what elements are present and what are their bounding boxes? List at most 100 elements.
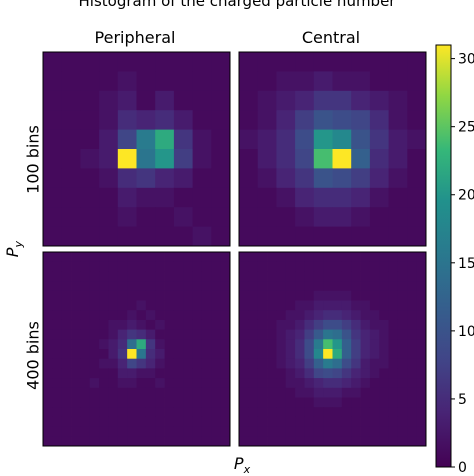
heatmap-cell bbox=[192, 426, 203, 437]
heatmap-cell bbox=[61, 52, 81, 72]
heatmap-cell bbox=[360, 407, 371, 418]
heatmap-cell bbox=[173, 226, 193, 247]
heatmap-cell bbox=[313, 71, 333, 92]
heatmap-cell bbox=[211, 281, 222, 292]
heatmap-cell bbox=[369, 368, 380, 379]
heatmap-cell bbox=[369, 300, 380, 311]
heatmap-cell bbox=[285, 358, 296, 369]
heatmap-cell bbox=[351, 358, 361, 369]
heatmap-cell bbox=[173, 90, 193, 111]
heatmap-cell bbox=[276, 378, 287, 389]
heatmap-cell bbox=[407, 261, 418, 272]
column-title-peripheral: Peripheral bbox=[94, 28, 176, 47]
heatmap-cell bbox=[248, 358, 259, 369]
heatmap-cell bbox=[379, 426, 389, 437]
colorbar-tick-label: 0 bbox=[458, 460, 467, 474]
heatmap-cell bbox=[323, 261, 333, 272]
heatmap-cell bbox=[295, 52, 315, 72]
heatmap-cell bbox=[360, 387, 371, 398]
heatmap-cell bbox=[416, 252, 427, 263]
heatmap-cell bbox=[295, 368, 305, 379]
heatmap-cell bbox=[52, 426, 63, 437]
colorbar-tick-label: 20 bbox=[458, 188, 474, 204]
heatmap-cell bbox=[71, 310, 81, 321]
heatmap-cell bbox=[388, 110, 408, 130]
heatmap-cell bbox=[173, 426, 184, 437]
heatmap-cell bbox=[145, 378, 156, 389]
heatmap-cell bbox=[71, 271, 81, 282]
heatmap-cell bbox=[61, 281, 72, 292]
heatmap-cell bbox=[71, 358, 81, 369]
heatmap-cell bbox=[61, 436, 72, 447]
heatmap-cell bbox=[285, 339, 296, 350]
heatmap-cell bbox=[211, 397, 222, 408]
heatmap-cell bbox=[155, 329, 165, 340]
heatmap-cell bbox=[99, 281, 109, 292]
heatmap-cell bbox=[239, 71, 259, 92]
heatmap-cell bbox=[173, 397, 184, 408]
heatmap-cell bbox=[52, 329, 63, 340]
heatmap-cell bbox=[248, 416, 259, 427]
heatmap-cell bbox=[43, 149, 63, 169]
heatmap-cell bbox=[360, 319, 371, 330]
heatmap-cell bbox=[407, 187, 427, 208]
heatmap-cell bbox=[43, 271, 53, 282]
heatmap-cell bbox=[43, 290, 53, 301]
heatmap-cell bbox=[285, 387, 296, 398]
heatmap-cell bbox=[323, 252, 333, 263]
heatmap-cell bbox=[52, 407, 63, 418]
heatmap-cell bbox=[379, 339, 389, 350]
heatmap-cell bbox=[313, 358, 324, 369]
heatmap-cell bbox=[407, 368, 418, 379]
heatmap-cell bbox=[407, 110, 427, 130]
heatmap-cell bbox=[173, 271, 184, 282]
heatmap-cell bbox=[117, 416, 128, 427]
heatmap-cell bbox=[276, 349, 287, 360]
heatmap-cell bbox=[220, 261, 231, 272]
heatmap-cell bbox=[183, 271, 193, 282]
heatmap-cell bbox=[220, 349, 231, 360]
heatmap-cell bbox=[155, 129, 175, 150]
heatmap-cell bbox=[332, 436, 343, 447]
heatmap-cell bbox=[71, 378, 81, 389]
heatmap-cell bbox=[164, 290, 175, 301]
heatmap-cell bbox=[248, 271, 259, 282]
heatmap-cell bbox=[295, 110, 315, 130]
heatmap-cell bbox=[369, 319, 380, 330]
heatmap-cell bbox=[257, 368, 268, 379]
heatmap-cell bbox=[89, 329, 100, 340]
heatmap-cell bbox=[360, 339, 371, 350]
heatmap-cell bbox=[173, 252, 184, 263]
heatmap-cell bbox=[99, 261, 109, 272]
heatmap-cell bbox=[267, 290, 277, 301]
heatmap-cell bbox=[211, 368, 222, 379]
heatmap-cell bbox=[267, 397, 277, 408]
heatmap-cell bbox=[127, 368, 137, 379]
heatmap-cell bbox=[276, 168, 296, 189]
heatmap-cell bbox=[360, 329, 371, 340]
heatmap-cell bbox=[155, 319, 165, 330]
heatmap-cell bbox=[127, 358, 137, 369]
heatmap-cell bbox=[416, 290, 427, 301]
heatmap-cell bbox=[43, 436, 53, 447]
heatmap-cell bbox=[43, 129, 63, 150]
heatmap-cell bbox=[61, 416, 72, 427]
heatmap-cell bbox=[379, 329, 389, 340]
heatmap-cell bbox=[117, 339, 128, 350]
heatmap-cell bbox=[136, 281, 147, 292]
heatmap-cell bbox=[295, 90, 315, 111]
heatmap-cell bbox=[136, 416, 147, 427]
heatmap-cell bbox=[145, 349, 156, 360]
heatmap-cell bbox=[295, 358, 305, 369]
heatmap-cell bbox=[183, 436, 193, 447]
x-axis-label-main: P bbox=[233, 454, 244, 473]
heatmap-cell bbox=[239, 187, 259, 208]
heatmap-cell bbox=[313, 110, 333, 130]
heatmap-cell bbox=[276, 110, 296, 130]
heatmap-cell bbox=[155, 397, 165, 408]
heatmap-cell bbox=[201, 281, 212, 292]
heatmap-cell bbox=[313, 319, 324, 330]
heatmap-cell bbox=[267, 358, 277, 369]
heatmap-cell bbox=[397, 310, 408, 321]
heatmap-cell bbox=[117, 110, 137, 130]
